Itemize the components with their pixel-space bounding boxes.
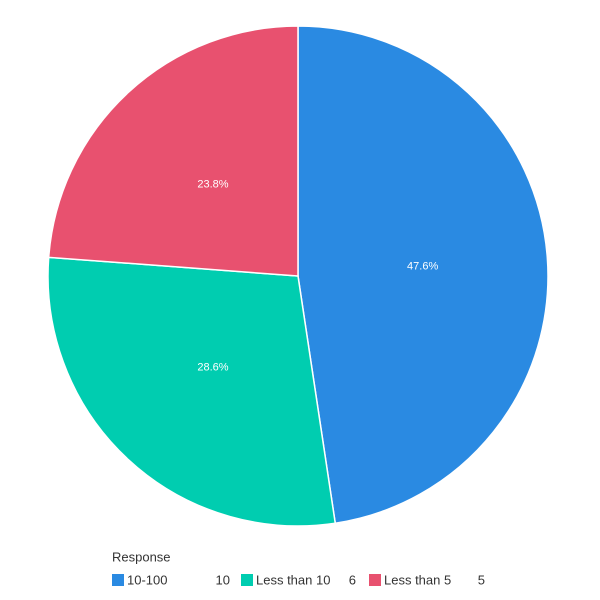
pie-slice: [47, 256, 337, 527]
pie-slice: [47, 25, 299, 277]
legend-swatch: [112, 574, 124, 586]
slice-label: 28.6%: [197, 362, 228, 374]
legend-value: 5: [478, 572, 485, 587]
legend-label: 10-100: [127, 572, 167, 587]
legend-label: Less than 5: [384, 572, 451, 587]
legend-swatch: [369, 574, 381, 586]
legend-value: 10: [216, 572, 230, 587]
slice-label: 47.6%: [407, 261, 438, 273]
legend-swatch: [241, 574, 253, 586]
slice-label: 23.8%: [197, 178, 228, 190]
legend-value: 6: [349, 572, 356, 587]
pie-slice: [297, 25, 549, 525]
legend-title: Response: [112, 549, 171, 564]
legend-label: Less than 10: [256, 572, 330, 587]
